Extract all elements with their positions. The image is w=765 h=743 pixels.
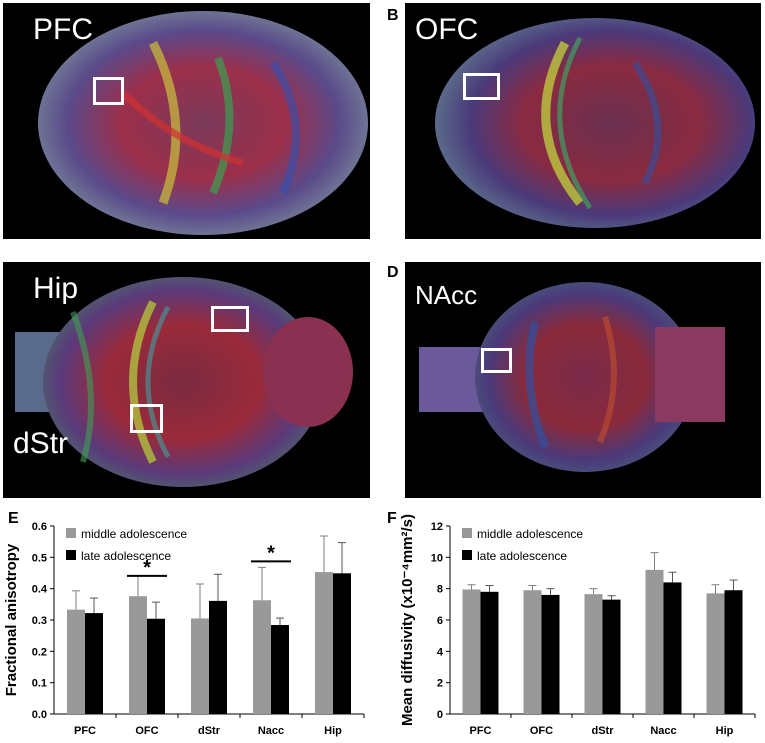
roi-box-ofc (463, 73, 500, 100)
panel-letter-a: A (8, 7, 20, 24)
bar-middle (584, 594, 603, 714)
region-label-dstr: dStr (13, 427, 69, 460)
legend-swatch-middle (66, 528, 76, 538)
bar-late (602, 599, 621, 714)
panel-letter-f: F (387, 510, 397, 527)
legend-swatch-late (66, 550, 76, 560)
legend-label-late: late adolescence (81, 549, 171, 563)
bar-late (333, 573, 351, 714)
region-label-ofc: OFC (415, 13, 479, 46)
y-axis-label: Mean diffusivity (x10⁻⁴mm²/s) (399, 514, 416, 726)
y-tick-label: 10 (431, 552, 443, 564)
x-tick-label: Hip (716, 725, 734, 737)
legend-swatch-late (462, 550, 472, 560)
legend-label-late: late adolescence (477, 549, 567, 563)
bar-middle (462, 589, 481, 714)
bar-late (724, 590, 743, 714)
region-label-hip: Hip (33, 272, 79, 305)
roi-box-hip (211, 306, 249, 332)
x-tick-label: OFC (530, 725, 553, 737)
bar-middle (67, 609, 85, 714)
md-bar-chart: Mean diffusivity (x10⁻⁴mm²/s) 0 2 4 6 8 10 12 PF… (399, 514, 756, 737)
bar-middle (645, 569, 664, 714)
y-tick-label: 0.3 (32, 615, 47, 627)
bar-late (480, 591, 499, 714)
bar-late (541, 594, 560, 714)
x-tick-label: PFC (470, 725, 492, 737)
y-tick-label: 0.0 (32, 709, 47, 721)
x-tick-label: dStr (592, 725, 615, 737)
bar-middle (253, 600, 271, 714)
bar-middle (129, 596, 147, 714)
legend-label-middle: middle adolescence (81, 527, 187, 541)
brain-slice-d (419, 282, 725, 472)
significance-star: * (267, 542, 275, 564)
y-tick-label: 0.4 (32, 584, 48, 596)
x-tick-label: OFC (135, 725, 158, 737)
y-tick-label: 2 (437, 678, 443, 690)
bar-late (209, 600, 227, 714)
y-axis-label: Fractional anisotropy (3, 543, 20, 696)
bar-late (147, 618, 165, 714)
bar-middle (315, 572, 333, 714)
region-label-nacc: NAcc (415, 280, 478, 310)
bar-late (85, 613, 103, 714)
x-tick-label: Nacc (650, 725, 676, 737)
y-tick-label: 4 (437, 646, 444, 658)
y-tick-label: 0.6 (32, 521, 47, 533)
legend-label-middle: middle adolescence (477, 527, 583, 541)
roi-box-dstr (130, 404, 163, 433)
y-tick-label: 6 (437, 615, 443, 627)
bar-middle (523, 590, 542, 714)
y-tick-label: 8 (437, 584, 443, 596)
panel-letter-d: D (387, 264, 399, 281)
panel-letter-e: E (8, 510, 19, 527)
bar-late (271, 625, 289, 714)
legend-swatch-middle (462, 528, 472, 538)
fa-bar-chart: Fractional anisotropy 0.0 0.1 0.2 0.3 0.4 0.5 0… (3, 521, 365, 737)
brain-image-ofc: OFC (405, 3, 761, 239)
brain-image-hip-dstr: Hip dStr (3, 262, 370, 498)
y-tick-label: 0.1 (32, 678, 47, 690)
y-tick-label: 0.2 (32, 646, 47, 658)
region-label-pfc: PFC (33, 13, 93, 46)
panel-letter-c: C (8, 264, 20, 281)
roi-box-pfc (93, 77, 124, 105)
y-tick-label: 12 (431, 521, 443, 533)
y-tick-label: 0.5 (32, 552, 47, 564)
bar-middle (191, 618, 209, 714)
brain-slice-b (435, 18, 755, 228)
y-tick-label: 0 (437, 709, 443, 721)
x-tick-label: Hip (324, 725, 342, 737)
x-tick-label: PFC (74, 725, 96, 737)
significance-star: * (143, 557, 151, 579)
x-tick-label: Nacc (258, 725, 284, 737)
brain-image-nacc: NAcc (405, 262, 761, 498)
panel-letter-b: B (387, 7, 399, 24)
brain-slice-a (38, 11, 368, 235)
x-tick-label: dStr (198, 725, 221, 737)
brain-image-pfc: PFC (3, 3, 370, 239)
bar-middle (706, 593, 725, 714)
roi-box-nacc (481, 348, 512, 373)
bar-late (663, 582, 682, 714)
brain-slice-c (15, 277, 353, 487)
